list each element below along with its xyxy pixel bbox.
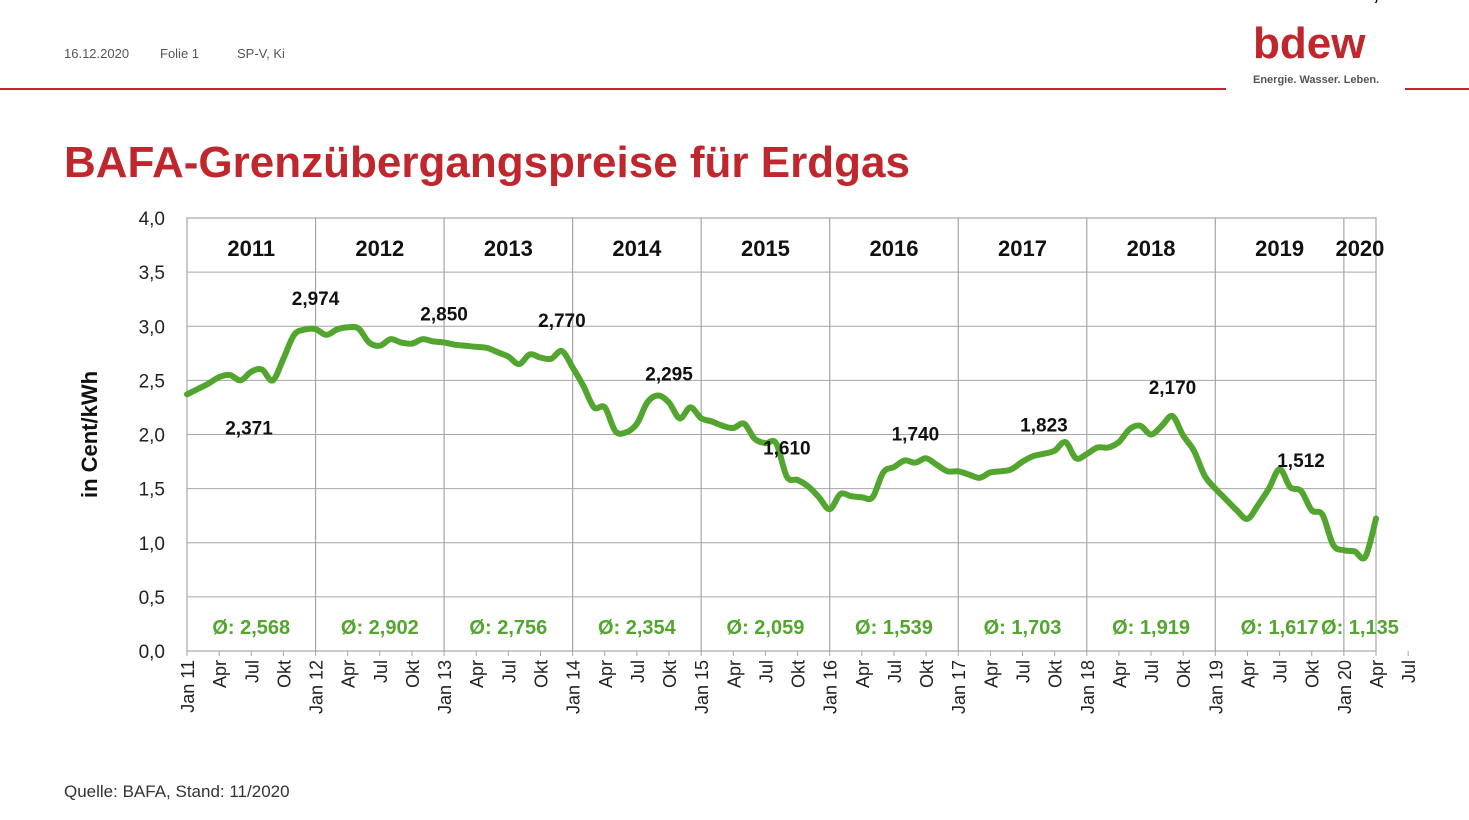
slide-date: 16.12.2020 (64, 46, 130, 61)
data-label: 2,974 (292, 289, 340, 310)
year-label: 2011 (227, 236, 275, 261)
x-tick-label: Jan 12 (307, 660, 327, 714)
x-tick-label: Apr (1238, 660, 1258, 688)
data-label: 2,850 (420, 304, 468, 325)
year-label: 2015 (741, 236, 790, 261)
x-tick-label: Apr (1367, 660, 1387, 688)
year-average-label: Ø: 1,539 (855, 617, 933, 639)
y-tick-label: 2,5 (139, 371, 165, 392)
x-tick-label: Okt (403, 660, 423, 688)
y-axis-label: in Cent/kWh (77, 371, 102, 498)
x-tick-label: Jul (1014, 660, 1034, 683)
year-average-label: Ø: 1,617 (1241, 617, 1319, 639)
year-label: 2012 (355, 236, 404, 261)
data-label: 2,295 (645, 365, 693, 386)
x-tick-label: Jan 13 (435, 660, 455, 714)
x-tick-label: Okt (1046, 660, 1066, 688)
x-tick-label: Apr (339, 660, 359, 688)
year-average-label: Ø: 2,902 (341, 617, 419, 639)
x-tick-label: Okt (531, 660, 551, 688)
x-tick-label: Jan 15 (692, 660, 712, 714)
year-label: 2020 (1335, 236, 1384, 261)
x-tick-label: Jul (1142, 660, 1162, 683)
x-tick-label: Apr (981, 660, 1001, 688)
data-label: 1,512 (1277, 451, 1325, 472)
x-tick-label: Okt (1174, 660, 1194, 688)
x-tick-label: Jul (885, 660, 905, 683)
logo-word: bdew (1253, 19, 1366, 68)
source-note: Quelle: BAFA, Stand: 11/2020 (64, 782, 290, 801)
x-tick-label: Jan 20 (1335, 660, 1355, 714)
data-label: 1,224 (1363, 0, 1411, 5)
year-label: 2018 (1127, 236, 1176, 261)
year-average-label: Ø: 2,756 (469, 617, 547, 639)
x-tick-label: Apr (596, 660, 616, 688)
year-average-label: Ø: 2,354 (598, 617, 677, 639)
slide-number: Folie 1 (160, 46, 200, 61)
x-tick-label: Jan 11 (178, 660, 198, 713)
page-title: BAFA-Grenzübergangspreise für Erdgas (64, 138, 910, 187)
x-tick-label: Apr (1110, 660, 1130, 688)
x-tick-label: Jul (499, 660, 519, 683)
data-label: 1,823 (1020, 416, 1068, 437)
x-tick-label: Apr (467, 660, 487, 688)
x-tick-label: Jan 16 (821, 660, 841, 714)
data-label: 1,740 (892, 425, 940, 446)
x-tick-label: Jan 18 (1078, 660, 1098, 714)
year-label: 2013 (484, 236, 533, 261)
y-tick-label: 3,5 (139, 263, 165, 284)
x-tick-label: Apr (724, 660, 744, 688)
price-line (184, 323, 1379, 562)
year-label: 2014 (612, 236, 662, 261)
slide-author: SP-V, Ki (237, 46, 285, 61)
x-tick-label: Jul (242, 660, 262, 683)
y-tick-label: 2,0 (139, 426, 165, 447)
x-tick-label: Apr (210, 660, 230, 688)
y-tick-label: 0,0 (139, 642, 165, 663)
x-tick-label: Jul (1399, 660, 1419, 683)
data-label: 2,770 (538, 311, 586, 332)
year-average-label: Ø: 1,703 (984, 617, 1062, 639)
y-tick-label: 3,0 (139, 317, 165, 338)
data-label: 2,170 (1149, 378, 1197, 399)
x-tick-label: Jul (628, 660, 648, 683)
year-label: 2016 (869, 236, 918, 261)
year-label: 2019 (1255, 236, 1304, 261)
year-label: 2017 (998, 236, 1047, 261)
x-tick-label: Apr (853, 660, 873, 688)
x-tick-label: Okt (789, 660, 809, 688)
x-tick-label: Okt (1303, 660, 1323, 688)
data-label: 1,610 (763, 439, 811, 460)
y-tick-label: 1,5 (139, 480, 165, 501)
x-tick-label: Jul (371, 660, 391, 683)
x-tick-label: Jan 17 (949, 660, 969, 714)
x-tick-label: Jan 14 (564, 660, 584, 714)
bdew-logo: bdew Energie. Wasser. Leben. (1253, 19, 1381, 87)
year-average-label: Ø: 2,568 (212, 617, 290, 639)
x-tick-label: Jul (756, 660, 776, 683)
year-average-label: Ø: 1,919 (1112, 617, 1190, 639)
x-tick-label: Okt (274, 660, 294, 688)
year-average-label: Ø: 1,135 (1321, 617, 1399, 639)
logo-tagline: Energie. Wasser. Leben. (1253, 74, 1380, 86)
x-tick-label: Okt (660, 660, 680, 688)
y-tick-label: 0,5 (139, 588, 165, 609)
x-tick-label: Jan 19 (1206, 660, 1226, 714)
x-tick-label: Okt (917, 660, 937, 688)
header-rule (0, 88, 1226, 90)
y-tick-label: 1,0 (139, 534, 165, 555)
data-label: 2,371 (225, 418, 273, 439)
year-average-label: Ø: 2,059 (727, 617, 805, 639)
x-tick-label: Jul (1271, 660, 1291, 683)
y-tick-label: 4,0 (139, 209, 165, 230)
header-rule-right (1405, 88, 1469, 90)
